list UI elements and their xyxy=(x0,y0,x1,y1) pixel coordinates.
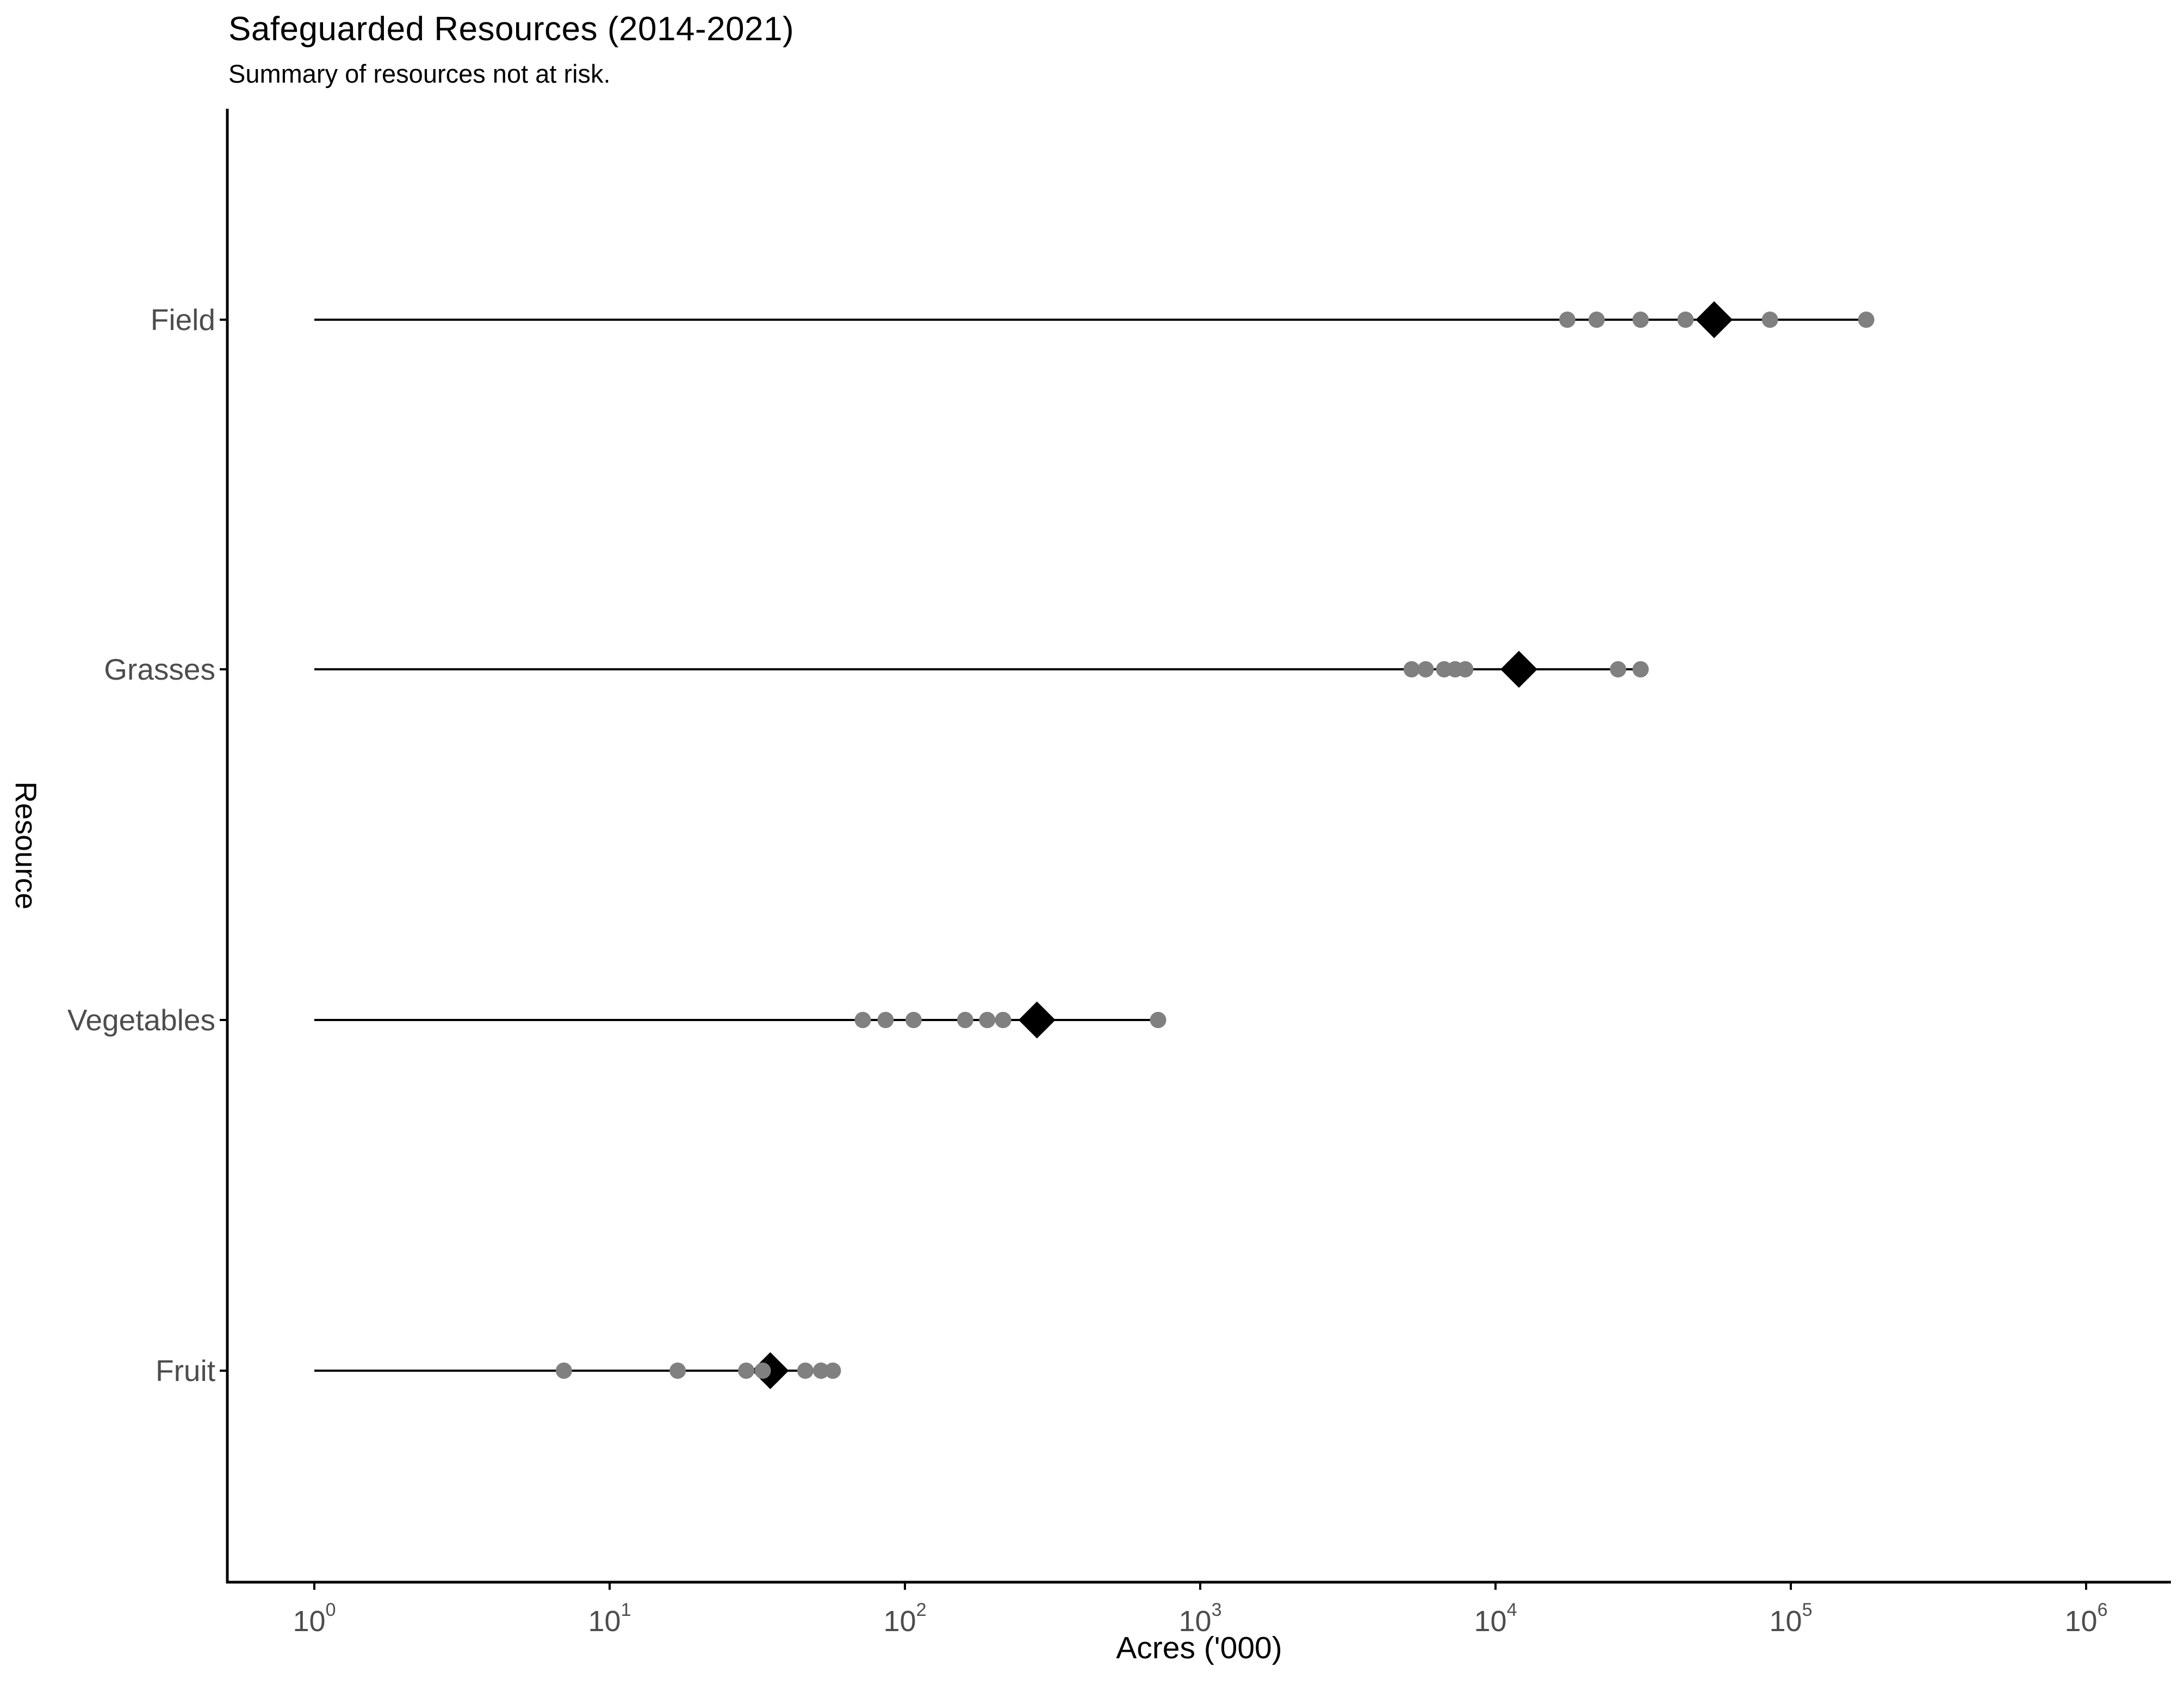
x-tick-label: 103 xyxy=(1178,1600,1222,1638)
data-point-dot xyxy=(1559,312,1575,328)
data-point-dot xyxy=(1610,661,1627,677)
mean-diamond xyxy=(1018,1001,1056,1038)
data-point-dot xyxy=(979,1012,996,1028)
y-axis-category-label: Fruit xyxy=(156,1354,215,1388)
data-point-dot xyxy=(555,1363,572,1379)
data-point-dot xyxy=(905,1012,922,1028)
y-axis-category-label: Vegetables xyxy=(67,1003,215,1037)
data-point-dot xyxy=(1417,661,1434,677)
data-point-dot xyxy=(1677,312,1694,328)
x-tick-label: 104 xyxy=(1474,1600,1517,1638)
x-tick-label: 102 xyxy=(883,1600,927,1638)
data-point-dot xyxy=(995,1012,1012,1028)
data-point-dot xyxy=(1403,661,1420,677)
data-point-dot xyxy=(854,1012,871,1028)
x-tick-label: 100 xyxy=(293,1600,336,1638)
mean-diamond xyxy=(1696,301,1733,338)
data-point-dot xyxy=(824,1363,841,1379)
data-point-dot xyxy=(738,1363,755,1379)
x-tick-label: 105 xyxy=(1769,1600,1813,1638)
x-axis-title: Acres ('000) xyxy=(1116,1631,1282,1665)
x-tick-label: 101 xyxy=(588,1600,631,1638)
data-point-dot xyxy=(1632,312,1649,328)
data-point-dot xyxy=(1761,312,1778,328)
x-tick-label: 106 xyxy=(2064,1600,2108,1638)
data-point-dot xyxy=(1858,312,1875,328)
data-point-dot xyxy=(877,1012,894,1028)
data-point-dot xyxy=(1457,661,1474,677)
data-point-dot xyxy=(797,1363,814,1379)
data-point-dot xyxy=(1632,661,1649,677)
data-point-dot xyxy=(1150,1012,1167,1028)
data-point-dot xyxy=(754,1363,771,1379)
chart-subtitle: Summary of resources not at risk. xyxy=(228,59,611,88)
data-point-dot xyxy=(812,1363,829,1379)
mean-diamond xyxy=(1500,651,1537,688)
data-point-dot xyxy=(957,1012,973,1028)
data-point-dot xyxy=(669,1363,686,1379)
y-axis-category-label: Field xyxy=(150,303,215,337)
y-axis-category-label: Grasses xyxy=(104,652,215,686)
chart-title: Safeguarded Resources (2014-2021) xyxy=(228,10,795,48)
data-point-dot xyxy=(1588,312,1605,328)
